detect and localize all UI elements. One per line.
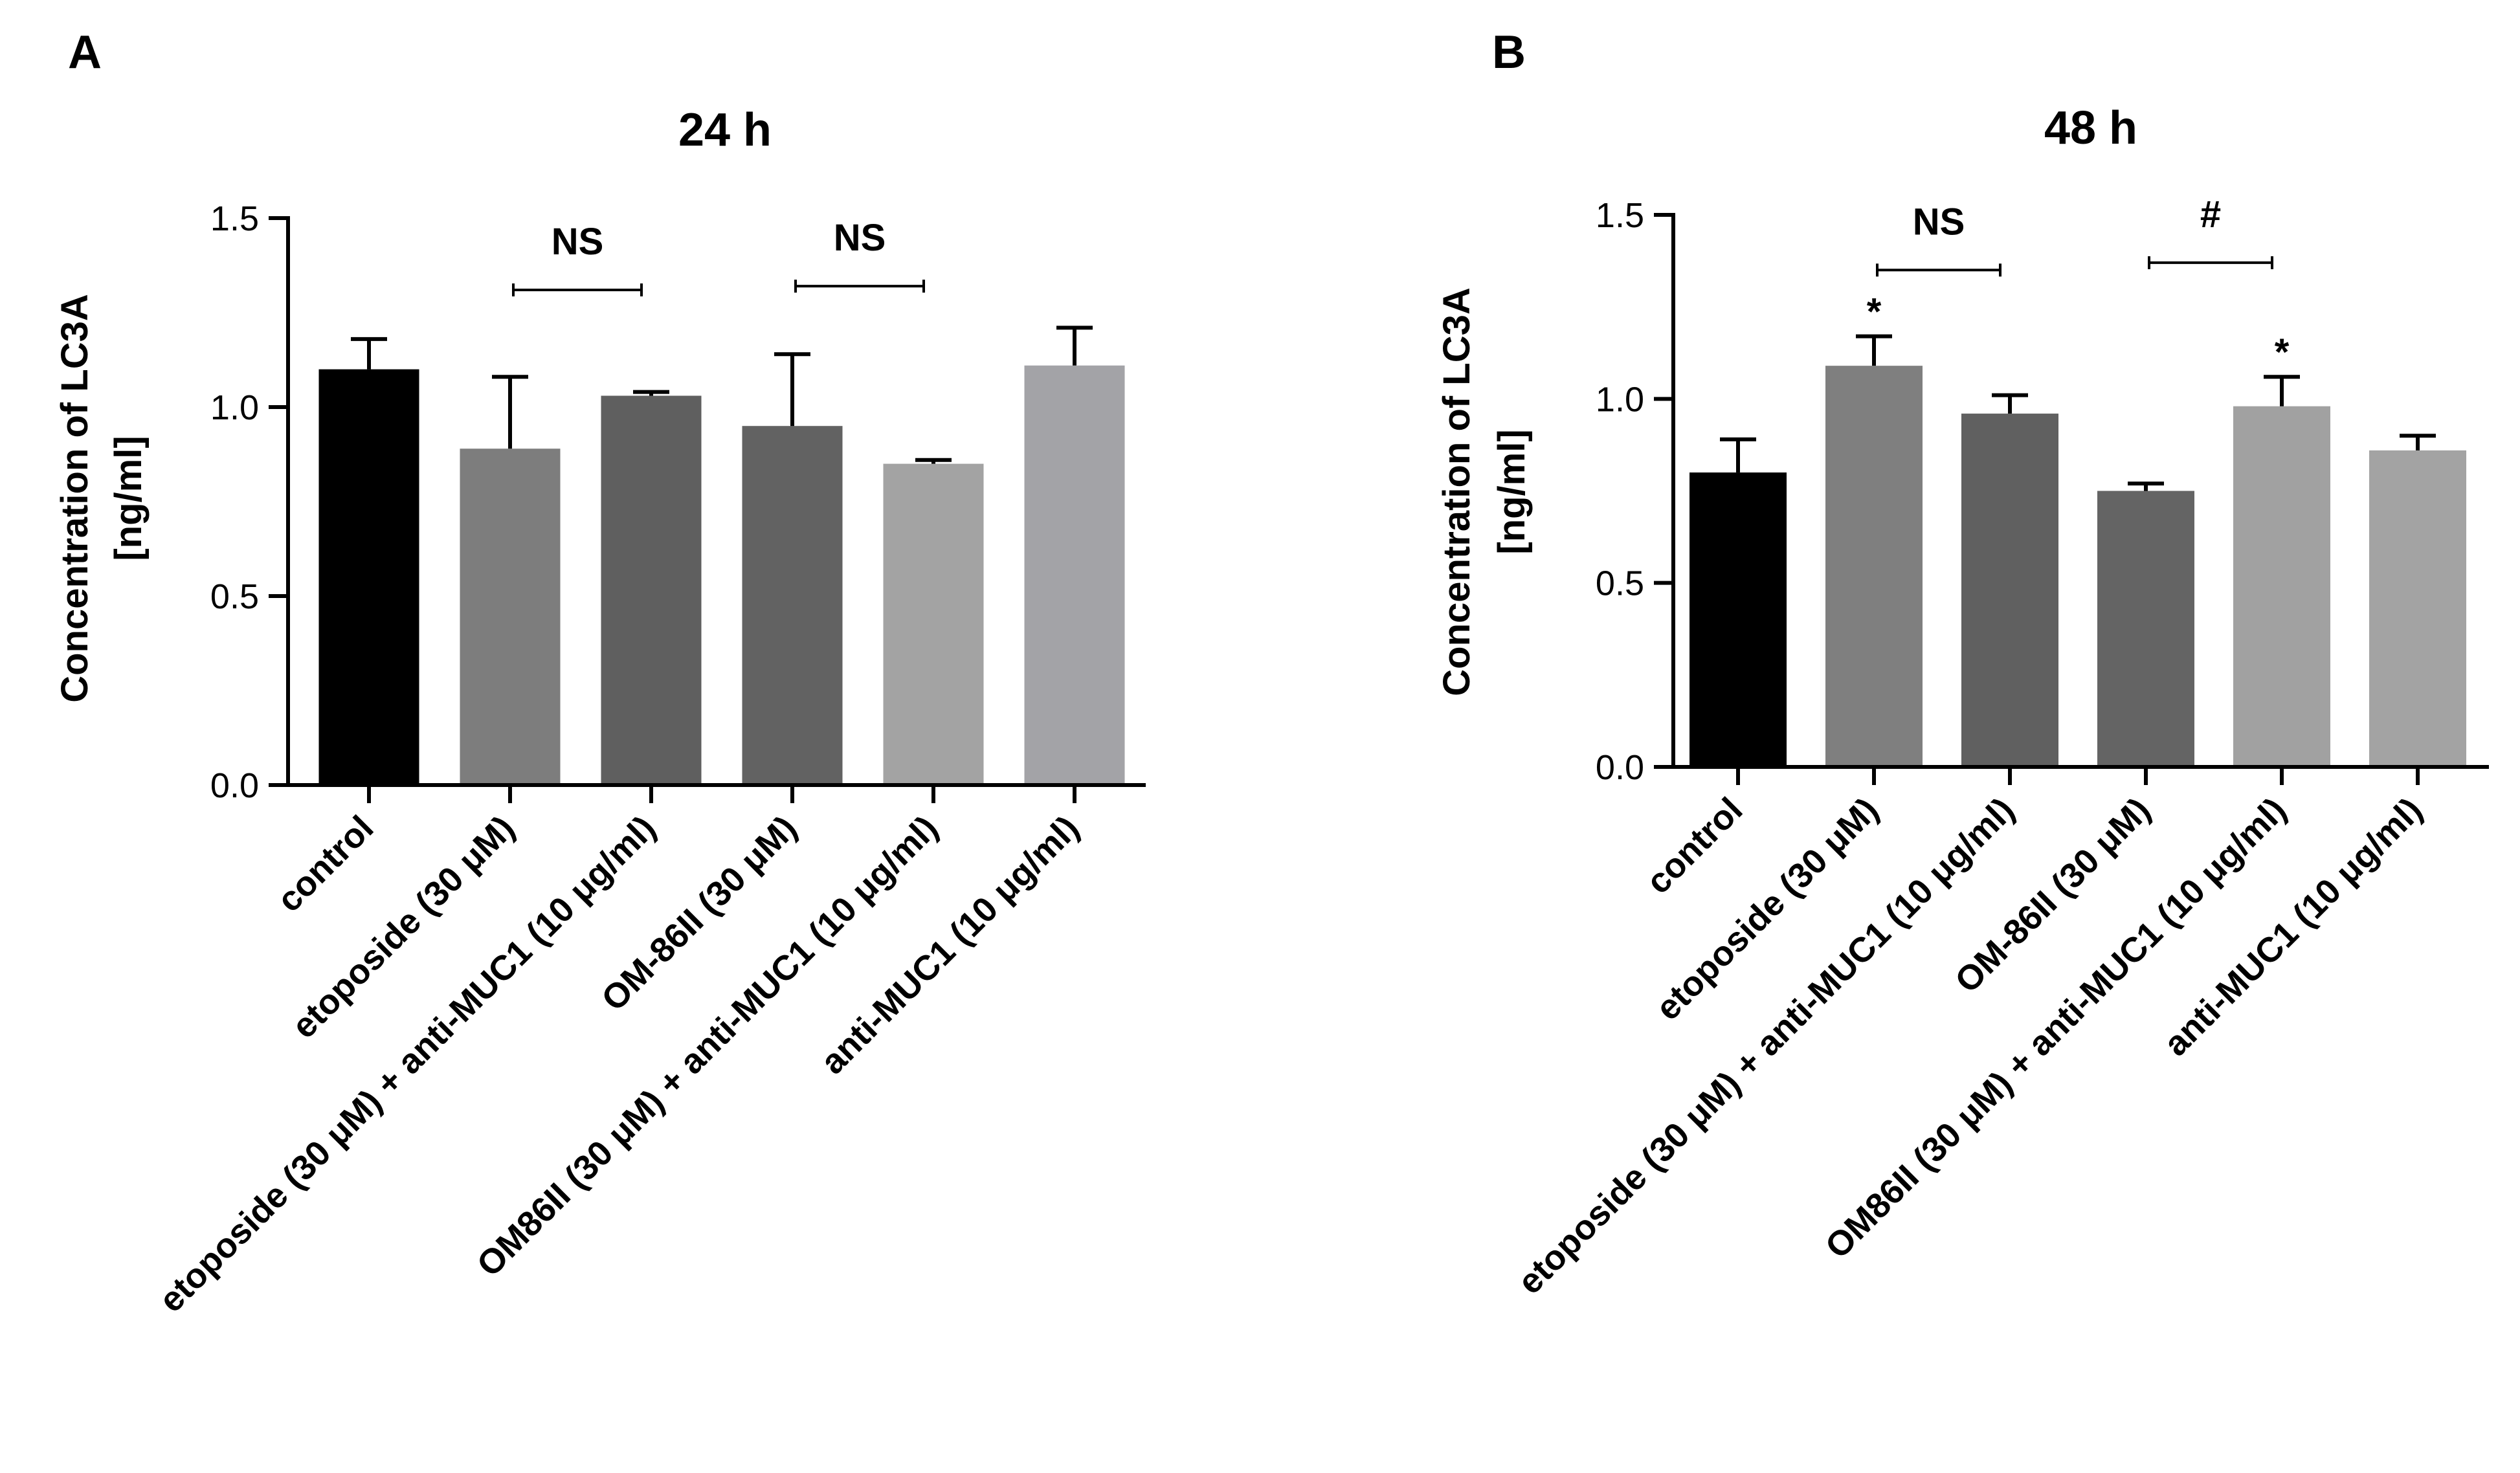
bar: [1024, 365, 1125, 785]
x-tick-label: OM86II (30 μM) + anti-MUC1 (10 μg/ml): [1818, 790, 2293, 1266]
y-tick-label: 1.5: [1596, 196, 1644, 235]
bar: [1961, 414, 2058, 767]
x-tick-label: etoposide (30 μM) + anti-MUC1 (10 μg/ml): [1510, 790, 2022, 1301]
bar: [1689, 472, 1787, 767]
panel-label-a: A: [68, 27, 102, 78]
bar: [883, 463, 984, 785]
significance-star: *: [1867, 291, 1882, 333]
bar: [2097, 491, 2194, 767]
significance-label: NS: [552, 221, 604, 263]
y-axis-label-unit: [ng/ml]: [107, 436, 150, 560]
significance-label: #: [2200, 194, 2221, 236]
y-tick-label: 1.5: [210, 199, 259, 238]
x-tick-label: etoposide (30 μM): [1648, 790, 1886, 1028]
chart-title: 24 h: [678, 104, 772, 156]
chart-title: 48 h: [2044, 102, 2137, 154]
x-tick-label: anti-MUC1 (10 μg/ml): [2156, 790, 2429, 1063]
bar: [318, 369, 419, 785]
bar: [1825, 366, 1923, 767]
bar: [2369, 450, 2466, 767]
bar: [742, 426, 843, 785]
y-tick-label: 0.0: [1596, 748, 1644, 787]
x-tick-label: control: [1639, 790, 1750, 902]
bar: [460, 449, 561, 785]
x-tick-label: anti-MUC1 (10 μg/ml): [813, 808, 1086, 1081]
y-axis-label: Concentration of LC3A: [54, 294, 96, 703]
significance-label: NS: [1913, 201, 1965, 243]
significance-star: *: [2275, 331, 2290, 373]
y-tick-label: 1.0: [210, 388, 259, 427]
y-tick-label: 0.5: [1596, 564, 1644, 603]
bar: [2233, 406, 2330, 767]
y-tick-label: 1.0: [1596, 380, 1644, 419]
y-axis-label-unit: [ng/ml]: [1491, 429, 1533, 554]
panel-label-b: B: [1492, 27, 1526, 78]
y-tick-label: 0.0: [210, 766, 259, 805]
chart-panel-a: 24 h Concentration of LC3A [ng/ml] 0.0 0.5 1.…: [54, 104, 1146, 1320]
chart-panel-b: 48 h Concentration of LC3A [ng/ml] 0.0 0.5 1.…: [1436, 102, 2489, 1301]
significance-label: NS: [834, 217, 886, 259]
bar: [601, 395, 702, 785]
x-tick-label: etoposide (30 μM) + anti-MUC1 (10 μg/ml): [151, 808, 663, 1320]
y-axis-label: Concentration of LC3A: [1436, 287, 1478, 696]
x-tick-label: control: [270, 808, 381, 920]
y-tick-label: 0.5: [210, 577, 259, 616]
